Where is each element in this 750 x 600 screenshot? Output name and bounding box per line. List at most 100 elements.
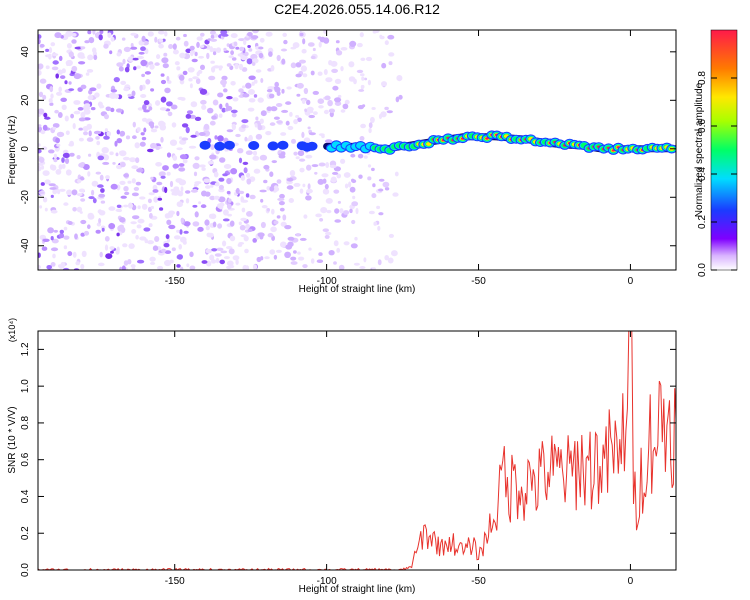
noise-speckle [381, 81, 387, 87]
noise-speckle [132, 215, 140, 220]
noise-speckle [235, 187, 240, 195]
noise-speckle [136, 224, 142, 229]
noise-speckle [329, 164, 337, 169]
noise-speckle [194, 51, 198, 57]
noise-speckle [89, 87, 97, 92]
noise-speckle [226, 129, 234, 133]
noise-speckle [109, 151, 114, 156]
noise-speckle [276, 215, 281, 219]
noise-speckle [58, 164, 63, 170]
noise-speckle [177, 254, 183, 260]
noise-speckle [298, 256, 305, 261]
noise-speckle [295, 73, 302, 78]
noise-speckle [398, 94, 403, 100]
noise-speckle [230, 109, 238, 114]
noise-speckle [167, 111, 173, 117]
noise-speckle [121, 37, 126, 41]
noise-speckle [303, 87, 309, 95]
noise-speckle [61, 104, 67, 111]
noise-speckle [121, 265, 126, 270]
noise-speckle [387, 257, 394, 264]
noise-speckle [313, 111, 318, 115]
noise-speckle [86, 137, 94, 142]
noise-speckle [132, 121, 136, 128]
noise-speckle [289, 170, 296, 177]
noise-speckle [357, 42, 363, 48]
noise-speckle [271, 208, 275, 215]
noise-speckle [150, 142, 157, 149]
noise-speckle [198, 55, 205, 59]
noise-speckle [293, 119, 298, 125]
noise-speckle [235, 202, 241, 206]
noise-speckle [198, 201, 202, 205]
noise-speckle [245, 193, 250, 198]
noise-speckle [132, 135, 137, 140]
noise-speckle [127, 56, 135, 62]
noise-speckle [257, 232, 265, 238]
noise-speckle [104, 128, 108, 133]
noise-speckle [340, 66, 344, 72]
noise-speckle [157, 265, 164, 270]
noise-speckle [97, 155, 105, 161]
noise-speckle [296, 233, 300, 237]
noise-speckle [244, 36, 251, 41]
noise-speckle [324, 183, 329, 190]
noise-speckle [308, 114, 316, 119]
noise-speckle [334, 97, 342, 103]
noise-speckle [310, 258, 315, 264]
spectrogram-frame [37, 29, 677, 271]
noise-speckle [147, 31, 154, 37]
noise-speckle [278, 154, 286, 159]
noise-speckle [291, 138, 296, 144]
y-tick-label: 0.0 [20, 563, 31, 577]
noise-speckle [246, 172, 251, 178]
noise-speckle [39, 205, 43, 209]
noise-speckle [213, 171, 219, 178]
noise-speckle [238, 157, 243, 164]
noise-speckle [144, 71, 151, 75]
noise-speckle [281, 88, 285, 94]
noise-speckle [166, 219, 172, 225]
noise-speckle [39, 78, 47, 84]
noise-speckle [332, 171, 339, 175]
noise-speckle [293, 250, 297, 254]
noise-speckle [135, 157, 140, 164]
noise-speckle [150, 123, 155, 129]
noise-speckle [306, 164, 312, 171]
noise-speckle [257, 97, 264, 103]
noise-speckle [55, 169, 62, 175]
noise-speckle [253, 94, 258, 98]
noise-speckle [169, 139, 178, 146]
noise-speckle [235, 46, 240, 50]
noise-speckle [310, 55, 316, 60]
noise-speckle [183, 40, 189, 47]
colorbar-label: Normalized spectral amplitude [694, 82, 705, 217]
noise-speckle [282, 214, 287, 221]
noise-speckle [365, 56, 373, 62]
noise-speckle [123, 46, 131, 53]
noise-speckle [230, 50, 235, 56]
noise-speckle [359, 32, 364, 38]
noise-speckle [223, 88, 228, 93]
noise-speckle [52, 60, 59, 65]
noise-speckle [343, 241, 350, 246]
noise-speckle [206, 232, 211, 238]
noise-speckle [285, 244, 293, 250]
noise-speckle [73, 73, 82, 80]
noise-speckle [335, 40, 340, 44]
noise-speckle [140, 94, 147, 98]
noise-speckle [150, 205, 154, 210]
noise-speckle [51, 53, 59, 57]
noise-speckle [252, 30, 259, 34]
noise-speckle [149, 212, 153, 219]
x-tick-label: 0 [628, 276, 634, 287]
noise-speckle [315, 213, 322, 218]
noise-speckle [201, 190, 207, 197]
noise-speckle [323, 37, 330, 44]
noise-speckle [206, 44, 211, 50]
noise-speckle [71, 65, 78, 72]
noise-speckle [106, 131, 112, 137]
noise-speckle [54, 32, 62, 39]
noise-speckle [143, 109, 150, 113]
noise-speckle [141, 117, 148, 122]
